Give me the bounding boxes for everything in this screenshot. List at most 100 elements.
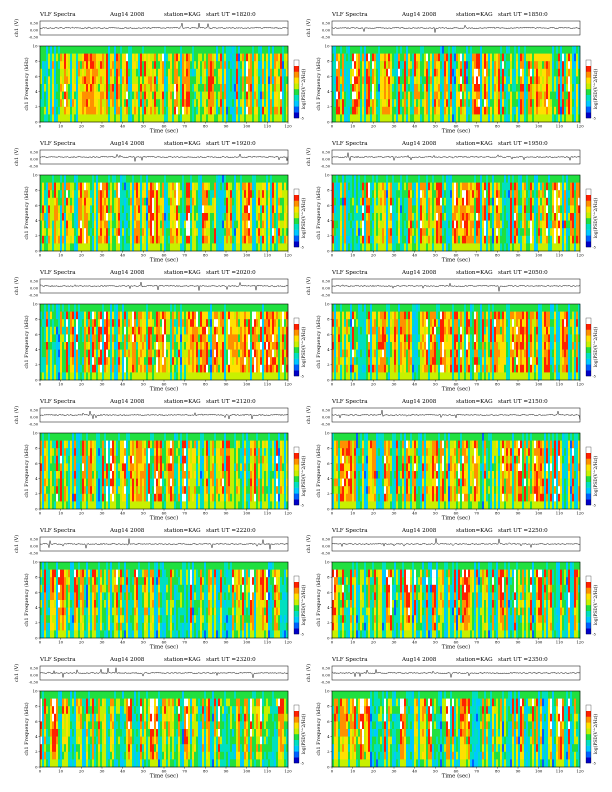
heatmap-cell <box>358 175 361 183</box>
heatmap-cell <box>520 197 523 206</box>
heatmap-cell <box>444 76 447 85</box>
heatmap-cell <box>96 84 99 92</box>
heatmap-cell <box>350 213 353 221</box>
heatmap-cell <box>66 61 69 69</box>
heatmap-cell <box>208 205 211 214</box>
heatmap-cell <box>542 106 545 115</box>
heatmap-cell <box>460 197 463 206</box>
y-axis-label: ch1 Frequency (kHz) <box>315 57 322 110</box>
heatmap-cell <box>78 197 81 206</box>
heatmap-cell <box>526 91 529 100</box>
heatmap-cell <box>174 182 177 191</box>
heatmap-cell <box>496 46 499 54</box>
heatmap-cell <box>254 84 257 92</box>
heatmap-cell <box>194 114 197 123</box>
heatmap-cell <box>112 228 115 236</box>
heatmap-cell <box>174 213 177 221</box>
heatmap-cell <box>72 76 75 85</box>
heatmap-cell <box>494 76 497 85</box>
heatmap-cell <box>508 114 511 123</box>
heatmap-cell <box>380 61 383 69</box>
heatmap-cell <box>366 46 369 54</box>
heatmap-cell <box>230 106 233 115</box>
heatmap-cell <box>452 220 455 229</box>
heatmap-cell <box>478 190 481 198</box>
heatmap-cell <box>334 220 337 229</box>
heatmap-cell <box>522 91 525 100</box>
heatmap-cell <box>134 114 137 123</box>
heatmap-cell <box>118 175 121 183</box>
heatmap-cell <box>272 205 275 214</box>
heatmap-cell <box>492 46 495 54</box>
heatmap-cell <box>252 190 255 198</box>
heatmap-cell <box>184 197 187 206</box>
heatmap-cell <box>498 114 501 123</box>
heatmap-cell <box>552 84 555 92</box>
heatmap-cell <box>52 182 55 191</box>
heatmap-cell <box>458 220 461 229</box>
heatmap-cell <box>354 61 357 69</box>
heatmap-cell <box>216 205 219 214</box>
heatmap-cell <box>140 76 143 85</box>
heatmap-cell <box>338 197 341 206</box>
heatmap-cell <box>280 61 283 69</box>
heatmap-cell <box>346 84 349 92</box>
colorbar-frame <box>293 59 300 119</box>
heatmap-cell <box>204 205 207 214</box>
heatmap-cell <box>490 243 493 252</box>
heatmap-cell <box>146 220 149 229</box>
heatmap-cell <box>224 106 227 115</box>
heatmap-cell <box>210 182 213 191</box>
heatmap-cell <box>252 220 255 229</box>
heatmap-cell <box>372 175 375 183</box>
heatmap-cell <box>240 228 243 236</box>
heatmap-cell <box>340 84 343 92</box>
heatmap-cell <box>518 53 521 62</box>
heatmap-cell <box>528 99 531 107</box>
heatmap-cell <box>74 61 77 69</box>
heatmap-cell <box>352 235 355 244</box>
heatmap-cell <box>350 220 353 229</box>
heatmap-cell <box>502 205 505 214</box>
heatmap-cell <box>284 46 287 54</box>
heatmap-cell <box>428 213 431 221</box>
spectrogram-chart: VLF Spectra Aug14 2008 station=KAG start UT… <box>13 141 307 264</box>
heatmap-cell <box>402 61 405 69</box>
heatmap-cell <box>414 61 417 69</box>
heatmap-cell <box>80 235 83 244</box>
heatmap-cell <box>132 228 135 236</box>
heatmap-cell <box>154 220 157 229</box>
heatmap-cell <box>258 213 261 221</box>
heatmap-cell <box>398 84 401 92</box>
heatmap-cell <box>486 213 489 221</box>
heatmap-cell <box>238 205 241 214</box>
heatmap-cell <box>474 99 477 107</box>
heatmap-cell <box>76 243 79 252</box>
heatmap-cell <box>102 213 105 221</box>
heatmap-cell <box>94 190 97 198</box>
heatmap-cell <box>92 175 95 183</box>
heatmap-cell <box>334 99 337 107</box>
heatmap-cell <box>138 235 141 244</box>
heatmap-cell <box>286 197 289 206</box>
heatmap-cell <box>76 46 79 54</box>
heatmap-cell <box>536 190 539 198</box>
heatmap-cell <box>132 106 135 115</box>
heatmap-cell <box>272 228 275 236</box>
heatmap-cell <box>280 68 283 77</box>
heatmap-cell <box>190 220 193 229</box>
heatmap-cell <box>502 213 505 221</box>
heatmap-cell <box>126 243 129 252</box>
x-tick-label: 40 <box>120 253 125 258</box>
heatmap-cell <box>448 175 451 183</box>
heatmap-cell <box>192 205 195 214</box>
heatmap-cell <box>172 197 175 206</box>
heatmap-cell <box>220 76 223 85</box>
heatmap-cell <box>472 91 475 100</box>
heatmap-cell <box>412 243 415 252</box>
spectrogram-panel: VLF Spectra Aug14 2008 station=KAG start UT… <box>8 137 308 264</box>
heatmap-cell <box>426 235 429 244</box>
heatmap-cell <box>128 243 131 252</box>
heatmap-cell <box>384 61 387 69</box>
heatmap-cell <box>516 220 519 229</box>
